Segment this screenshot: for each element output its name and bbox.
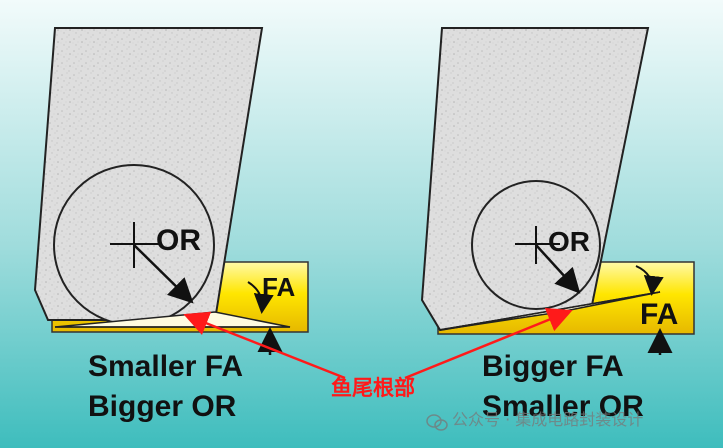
watermark-text: 公众号 · 集成电路封装设计: [452, 410, 644, 429]
right-fa-label: FA: [640, 298, 679, 331]
callout-arrow-left: [183, 311, 346, 380]
left-or-label: OR: [156, 224, 201, 257]
right-caption-line1: Bigger FA: [482, 350, 624, 383]
left-caption-line2: Bigger OR: [88, 390, 237, 423]
left-fa-curved-arrow: [247, 281, 274, 314]
right-radius-arrow: [535, 244, 581, 294]
right-fa-curved-arrow: [635, 265, 664, 296]
right-caption-line2: Smaller OR: [482, 390, 644, 423]
callout-arrow-right: [404, 307, 573, 380]
left-caption-line1: Smaller FA: [88, 350, 244, 383]
wechat-icon: [426, 414, 448, 431]
callout-label: 鱼尾根部: [331, 376, 415, 400]
left-fa-label: FA: [262, 272, 296, 302]
left-radius-arrow: [133, 244, 194, 304]
left-panel: [33, 27, 309, 355]
right-or-label: OR: [548, 226, 590, 257]
